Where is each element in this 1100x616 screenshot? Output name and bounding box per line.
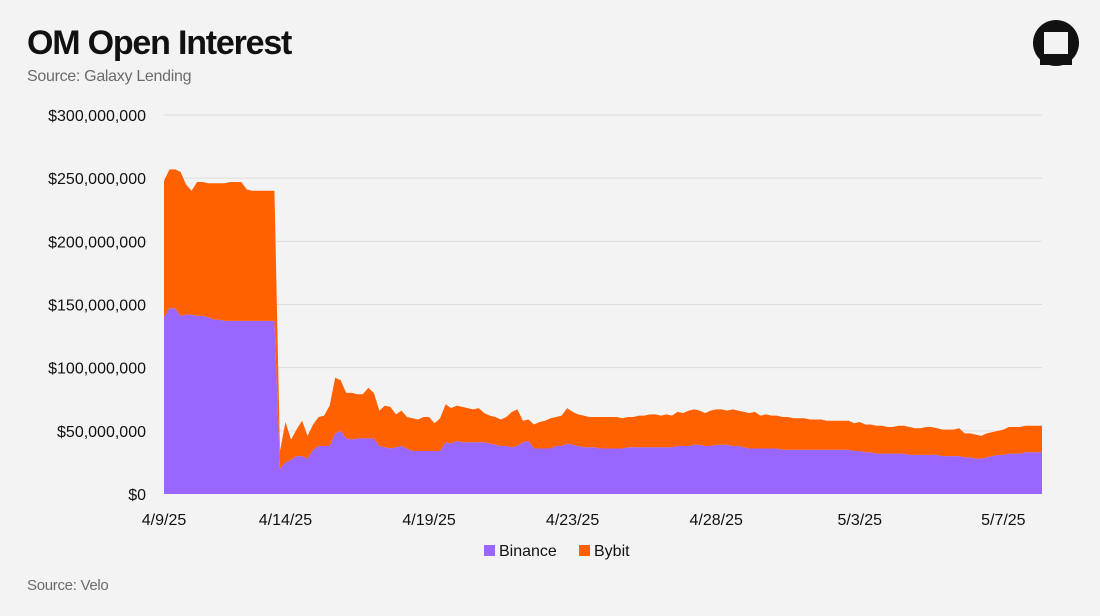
page-title: OM Open Interest	[27, 24, 292, 62]
x-tick-label: 5/7/25	[981, 512, 1026, 529]
x-tick-label: 4/19/25	[402, 512, 455, 529]
source-note: Source: Velo	[27, 577, 109, 594]
legend-swatch	[484, 545, 495, 556]
legend-label: Bybit	[594, 543, 630, 560]
x-tick-label: 4/28/25	[690, 512, 743, 529]
legend-label: Binance	[499, 543, 557, 560]
x-tick-label: 4/23/25	[546, 512, 599, 529]
legend-item-bybit: Bybit	[579, 543, 630, 560]
y-tick-label: $250,000,000	[48, 171, 146, 188]
area-bybit	[164, 169, 1042, 469]
y-axis: $0 $50,000,000 $100,000,000 $150,000,000 $20…	[48, 108, 146, 504]
y-tick-label: $0	[128, 487, 146, 504]
page-subtitle: Source: Galaxy Lending	[27, 68, 192, 85]
x-axis: 4/9/25 4/14/25 4/19/25 4/23/25 4/28/25 5/3/25…	[142, 512, 1026, 529]
x-tick-label: 5/3/25	[838, 512, 883, 529]
y-tick-label: $100,000,000	[48, 361, 146, 378]
y-tick-label: $150,000,000	[48, 298, 146, 315]
legend: Binance Bybit	[484, 543, 630, 560]
area-binance	[164, 308, 1042, 494]
x-tick-label: 4/9/25	[142, 512, 187, 529]
y-tick-label: $50,000,000	[57, 424, 146, 441]
legend-item-binance: Binance	[484, 543, 557, 560]
galaxy-logo-icon	[1033, 20, 1079, 66]
grid-lines	[164, 114, 1042, 432]
y-tick-label: $200,000,000	[48, 234, 146, 251]
x-tick-label: 4/14/25	[259, 512, 312, 529]
area-series	[164, 169, 1042, 494]
legend-swatch	[579, 545, 590, 556]
y-tick-label: $300,000,000	[48, 108, 146, 125]
